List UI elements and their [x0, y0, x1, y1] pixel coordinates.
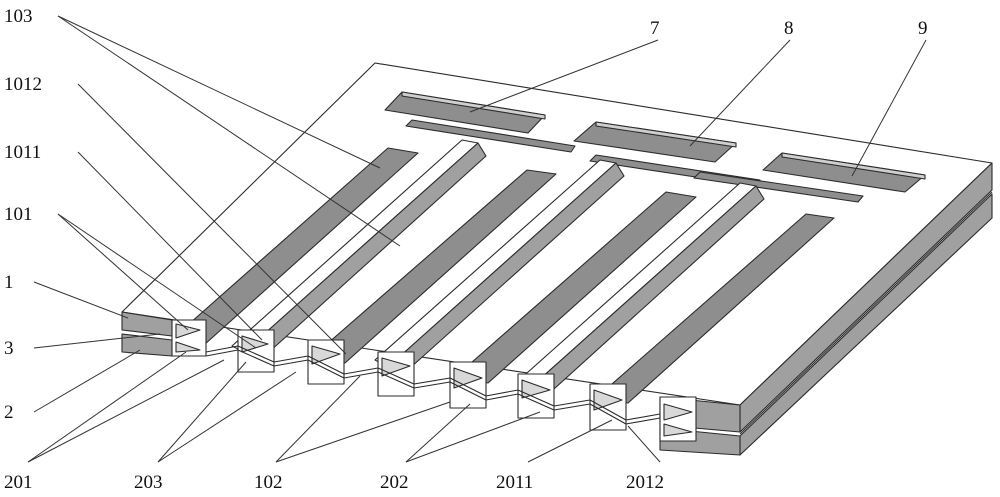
label-8: 8 [784, 18, 794, 39]
label-1012: 1012 [4, 74, 42, 95]
end-6-wedge [521, 379, 551, 399]
finger-ends [171, 319, 697, 442]
labels: 103 1012 1011 101 1 3 2 201 203 102 202 … [4, 6, 928, 493]
end-3-wedge [311, 345, 341, 365]
end-8-wedge [663, 403, 693, 421]
finger-7-channel [595, 213, 835, 404]
label-2012: 2012 [626, 472, 664, 493]
bridge-bar-left [405, 119, 576, 153]
zigzag-membrane [205, 345, 661, 421]
leader-lines [27, 15, 927, 463]
slot-group [384, 91, 926, 203]
comb-fingers [171, 139, 835, 404]
label-102: 102 [254, 472, 283, 493]
slot-8-floor [595, 121, 737, 148]
finger-5-channel [454, 191, 697, 384]
finger-3-channel [311, 169, 557, 364]
end-2-wedge [241, 335, 269, 353]
end-1-wedge [175, 323, 201, 339]
label-2011: 2011 [496, 472, 533, 493]
bridge-bar-right [693, 171, 864, 203]
label-1: 1 [4, 272, 14, 293]
label-2: 2 [4, 402, 14, 423]
end-8-wedge-low [663, 423, 693, 437]
label-101: 101 [4, 204, 33, 225]
label-7: 7 [650, 18, 660, 39]
base-plate [121, 62, 993, 456]
zigzag-membrane-lower [205, 349, 661, 425]
plate-layer-line [739, 191, 993, 435]
label-1011: 1011 [4, 142, 41, 163]
label-202: 202 [380, 472, 409, 493]
end-4-wedge [381, 357, 411, 377]
label-203: 203 [134, 472, 163, 493]
slot-9-floor [781, 152, 926, 180]
end-7-wedge [593, 389, 623, 411]
label-103: 103 [4, 6, 33, 27]
label-201: 201 [4, 472, 33, 493]
slot-7-floor [401, 91, 546, 120]
end-1-wedge-low [175, 341, 201, 353]
label-3: 3 [4, 338, 14, 359]
label-9: 9 [918, 18, 928, 39]
